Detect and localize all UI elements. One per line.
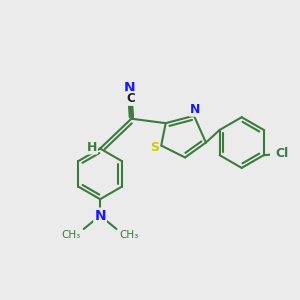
Text: N: N bbox=[94, 208, 106, 223]
Text: C: C bbox=[126, 92, 135, 105]
Text: CH₃: CH₃ bbox=[61, 230, 81, 241]
Text: Cl: Cl bbox=[275, 147, 288, 160]
Text: N: N bbox=[190, 103, 200, 116]
Text: N: N bbox=[124, 81, 136, 95]
Text: H: H bbox=[87, 140, 97, 154]
Text: CH₃: CH₃ bbox=[119, 230, 139, 241]
Text: S: S bbox=[150, 140, 159, 154]
